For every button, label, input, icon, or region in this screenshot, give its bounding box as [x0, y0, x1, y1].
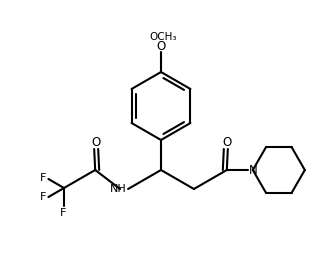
Text: OCH₃: OCH₃: [149, 32, 177, 42]
Text: NH: NH: [110, 184, 127, 194]
Text: F: F: [60, 208, 66, 218]
Text: F: F: [40, 192, 47, 202]
Text: O: O: [222, 136, 232, 148]
Text: F: F: [40, 173, 47, 183]
Text: O: O: [156, 40, 166, 53]
Text: N: N: [248, 164, 257, 176]
Text: O: O: [91, 136, 101, 148]
